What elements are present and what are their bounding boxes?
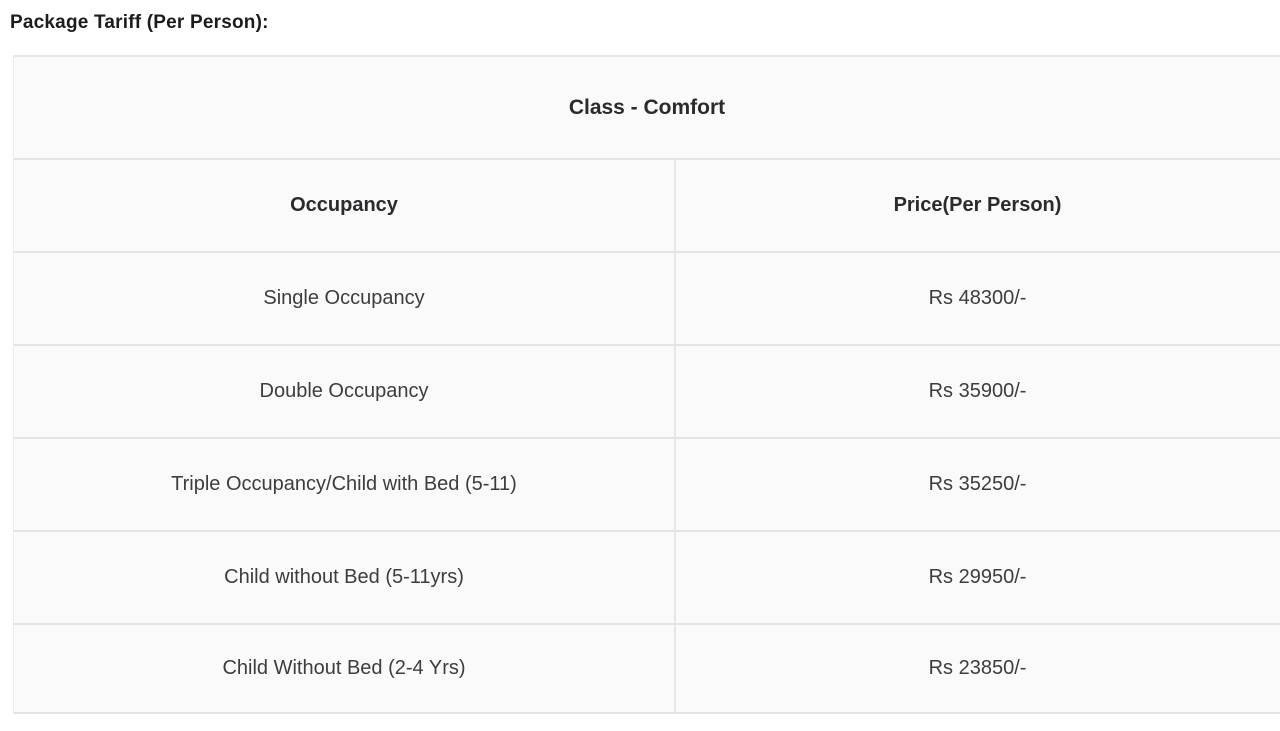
occupancy-cell: Double Occupancy	[14, 346, 676, 437]
page-title: Package Tariff (Per Person):	[10, 12, 269, 33]
table-row: Child Without Bed (2-4 Yrs) Rs 23850/-	[14, 625, 1280, 712]
price-cell: Rs 35900/-	[928, 380, 1027, 402]
price-cell: Rs 35250/-	[928, 473, 1027, 495]
occupancy-cell: Single Occupancy	[14, 253, 676, 344]
table-row: Double Occupancy Rs 35900/-	[14, 346, 1280, 439]
table-row: Single Occupancy Rs 48300/-	[14, 253, 1280, 346]
table-class-header-row: Class - Comfort	[14, 57, 1280, 160]
table-row: Triple Occupancy/Child with Bed (5-11) R…	[14, 439, 1280, 532]
occupancy-cell: Child without Bed (5-11yrs)	[14, 532, 676, 623]
price-cell: Rs 29950/-	[928, 566, 1027, 588]
table-row: Child without Bed (5-11yrs) Rs 29950/-	[14, 532, 1280, 625]
occupancy-cell: Child Without Bed (2-4 Yrs)	[14, 625, 676, 712]
column-header-price: Price(Per Person)	[893, 194, 1062, 216]
column-header-occupancy: Occupancy	[14, 160, 676, 251]
price-cell: Rs 48300/-	[928, 287, 1027, 309]
occupancy-cell: Triple Occupancy/Child with Bed (5-11)	[14, 439, 676, 530]
tariff-table: Class - Comfort Occupancy Price(Per Pers…	[13, 55, 1280, 714]
class-header-label: Class - Comfort	[568, 95, 726, 119]
table-column-header-row: Occupancy Price(Per Person)	[14, 160, 1280, 253]
price-cell: Rs 23850/-	[928, 657, 1027, 679]
